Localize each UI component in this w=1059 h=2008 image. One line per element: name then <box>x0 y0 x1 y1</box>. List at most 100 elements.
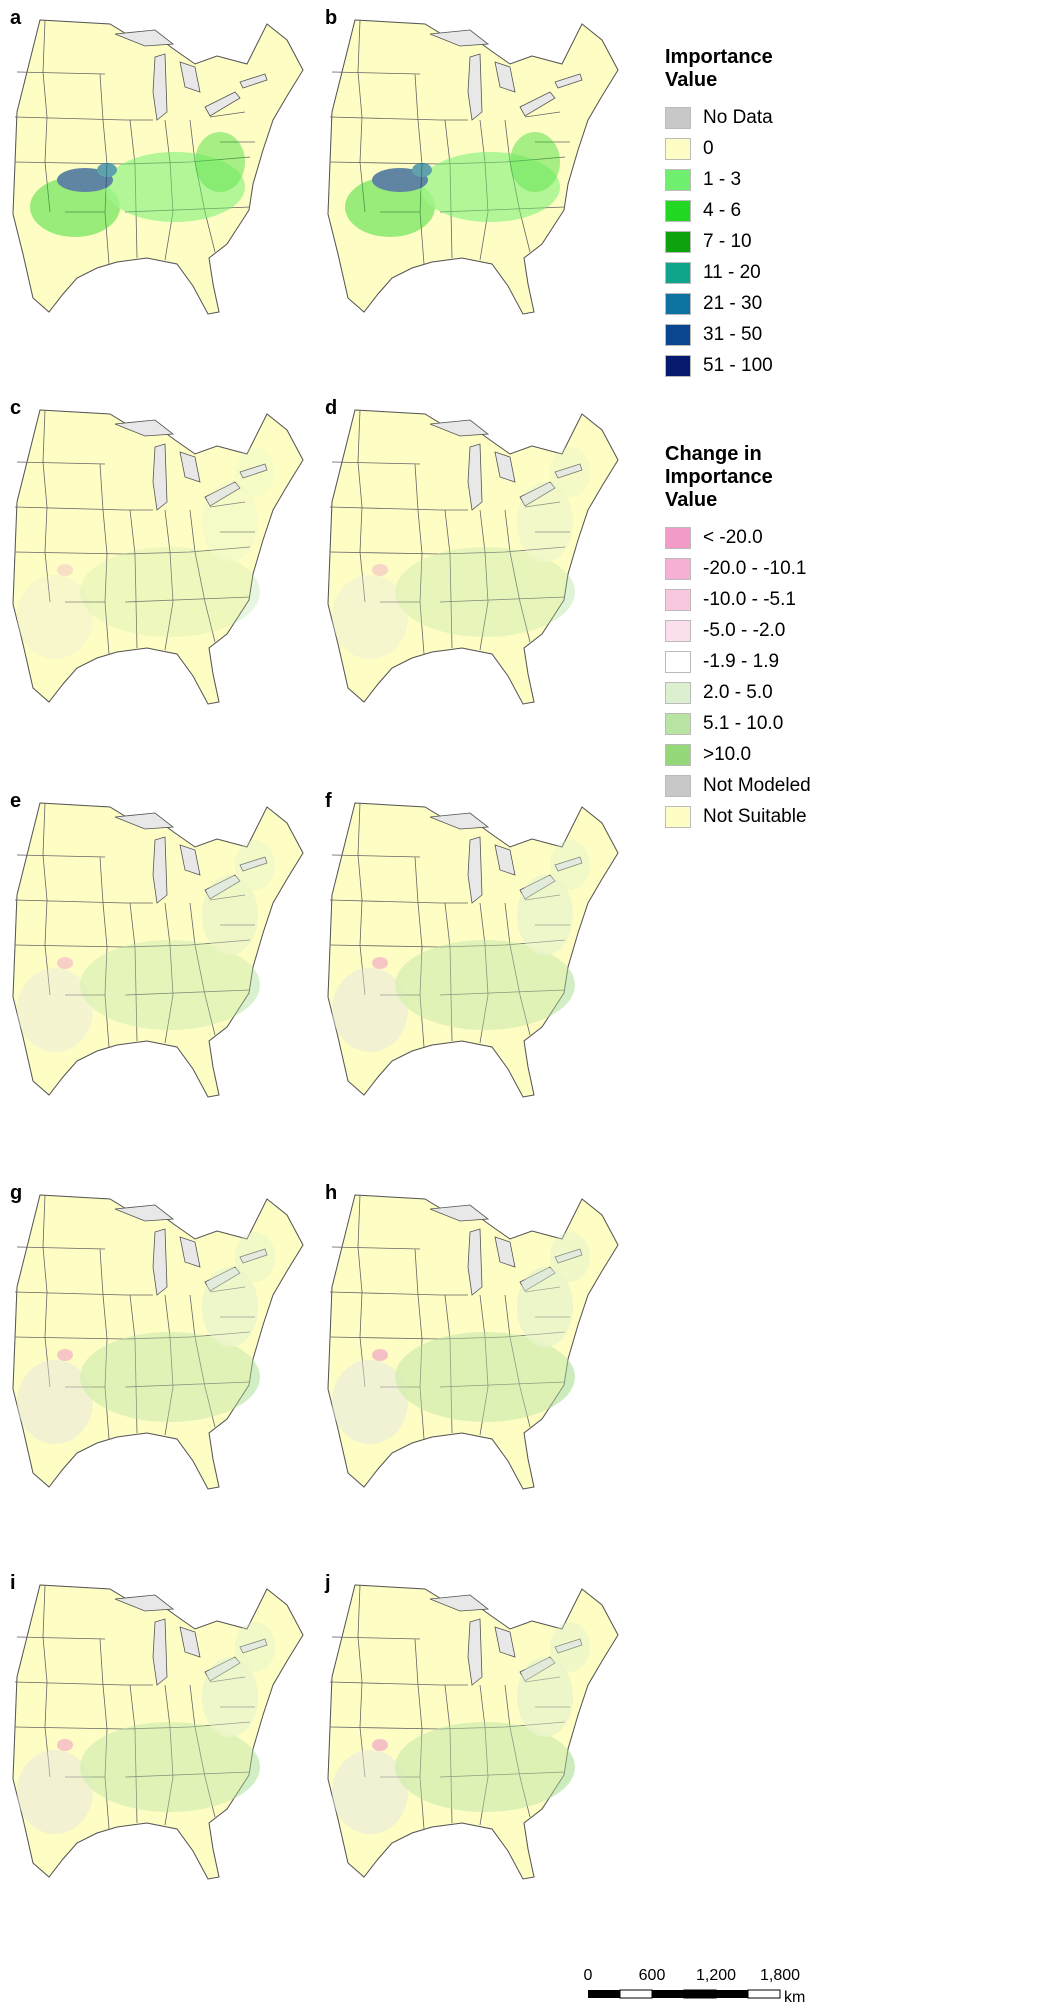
panel-label: f <box>325 790 332 812</box>
panel-label: d <box>325 397 337 419</box>
map-panel <box>12 1194 304 1490</box>
legend-item: No Data <box>665 102 835 133</box>
panel-label: c <box>10 397 21 419</box>
panel-label: j <box>324 1572 331 1594</box>
legend-label: No Data <box>703 106 773 128</box>
legend-label: -5.0 - -2.0 <box>703 619 786 641</box>
state-lines <box>327 802 619 1098</box>
map-panel <box>327 802 619 1098</box>
legend-item: -5.0 - -2.0 <box>665 615 835 646</box>
legend-item: 4 - 6 <box>665 195 835 226</box>
legend-label: 4 - 6 <box>703 199 742 221</box>
state-lines <box>327 19 619 315</box>
legend-item: 51 - 100 <box>665 350 835 381</box>
scale-label: 600 <box>639 1967 666 1984</box>
legend-label: -1.9 - 1.9 <box>703 650 780 672</box>
legend-swatch <box>665 805 691 828</box>
legend-swatch <box>665 261 691 284</box>
legend-label: 0 <box>703 137 714 159</box>
legend-swatch <box>665 354 691 377</box>
scale-segment <box>588 1990 620 1998</box>
scale-segment <box>619 1989 653 1999</box>
legend-swatch <box>665 137 691 160</box>
panel-label: b <box>325 7 337 29</box>
map-panel <box>12 1584 304 1880</box>
legend-label: < -20.0 <box>703 526 763 548</box>
state-lines <box>12 802 304 1098</box>
panel-label: e <box>10 790 21 812</box>
legend-label: 1 - 3 <box>703 168 742 190</box>
map-panel <box>12 802 304 1098</box>
legend-item: 2.0 - 5.0 <box>665 677 835 708</box>
state-lines <box>12 19 304 315</box>
legend-swatch <box>665 557 691 580</box>
map-panel <box>327 19 619 315</box>
legend-swatch <box>665 774 691 797</box>
state-lines <box>327 1584 619 1880</box>
map-panel <box>327 1584 619 1880</box>
legend-item: Not Modeled <box>665 770 835 801</box>
legend-label: 51 - 100 <box>703 354 773 376</box>
scale-label: 0 <box>584 1967 593 1984</box>
legend-label: -20.0 - -10.1 <box>703 557 807 579</box>
legend-item: -20.0 - -10.1 <box>665 553 835 584</box>
legend-label: 2.0 - 5.0 <box>703 681 773 703</box>
legend-label: 31 - 50 <box>703 323 763 345</box>
state-lines <box>327 1194 619 1490</box>
legend-item: 5.1 - 10.0 <box>665 708 835 739</box>
legend-swatch <box>665 526 691 549</box>
scale-segment <box>683 1989 717 1999</box>
legend-label: >10.0 <box>703 743 752 765</box>
legend-label: Not Suitable <box>703 805 807 827</box>
legend-swatch <box>665 743 691 766</box>
panel-label: h <box>325 1182 337 1204</box>
legend-swatch <box>665 619 691 642</box>
legend-swatch <box>665 199 691 222</box>
scale-segment <box>747 1989 781 1999</box>
legend-item: >10.0 <box>665 739 835 770</box>
state-lines <box>327 409 619 705</box>
legend-item: 7 - 10 <box>665 226 835 257</box>
legend-label: -10.0 - -5.1 <box>703 588 796 610</box>
map-panel <box>327 1194 619 1490</box>
legend-title: Change in Importance Value <box>665 443 773 511</box>
legend-swatch <box>665 712 691 735</box>
map-panel <box>327 409 619 705</box>
legend-swatch <box>665 106 691 129</box>
map-panel <box>12 409 304 705</box>
panel-label: i <box>10 1572 16 1594</box>
panel-label: g <box>10 1182 22 1204</box>
scale-label: 1,800 <box>760 1967 800 1984</box>
legend-item: 11 - 20 <box>665 257 835 288</box>
legend-item: < -20.0 <box>665 522 835 553</box>
legend-item: 31 - 50 <box>665 319 835 350</box>
scale-unit: km <box>784 1989 805 2006</box>
legend-swatch <box>665 168 691 191</box>
state-lines <box>12 409 304 705</box>
legend-item: 1 - 3 <box>665 164 835 195</box>
legend-label: 11 - 20 <box>703 261 761 283</box>
map-panel <box>12 19 304 315</box>
scale-label: 1,200 <box>696 1967 736 1984</box>
scale-segment <box>652 1990 684 1998</box>
legend-label: 5.1 - 10.0 <box>703 712 784 734</box>
legend-change: Change in Importance Value < -20.0 -20.0 -… <box>665 443 835 832</box>
legend-title: Importance Value <box>665 46 773 91</box>
legend-swatch <box>665 292 691 315</box>
legend-swatch <box>665 230 691 253</box>
legend-importance: Importance Value No Data 0 1 - 3 4 - 6 7 - 10… <box>665 46 835 381</box>
legend-label: 7 - 10 <box>703 230 752 252</box>
legend-label: 21 - 30 <box>703 292 763 314</box>
legend-item: -1.9 - 1.9 <box>665 646 835 677</box>
legend-item: 21 - 30 <box>665 288 835 319</box>
legend-swatch <box>665 650 691 673</box>
legend-swatch <box>665 323 691 346</box>
state-lines <box>12 1194 304 1490</box>
legend-item: -10.0 - -5.1 <box>665 584 835 615</box>
legend-swatch <box>665 588 691 611</box>
legend-item: 0 <box>665 133 835 164</box>
scale-segment <box>716 1990 748 1998</box>
